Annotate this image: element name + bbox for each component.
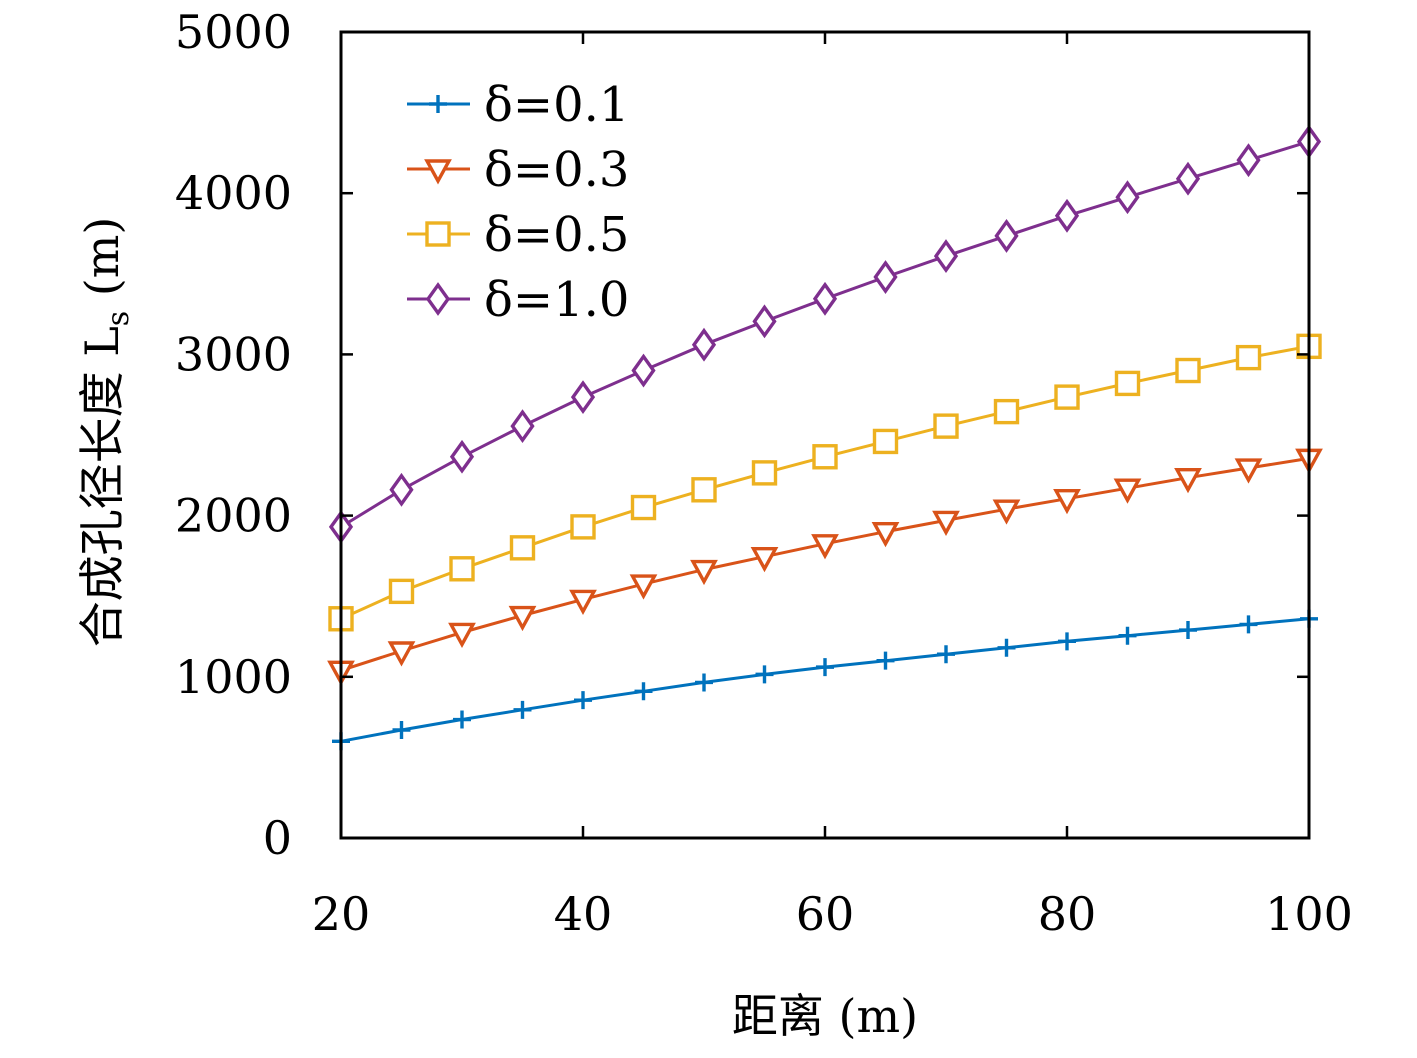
y-tick-label: 1000	[175, 650, 292, 704]
legend-marker	[429, 95, 447, 113]
data-point	[449, 439, 475, 474]
data-point	[508, 605, 537, 632]
x-tick-label: 80	[1038, 887, 1097, 941]
data-point	[631, 353, 656, 388]
data-point	[392, 720, 411, 739]
data-point	[1053, 488, 1081, 515]
legend-label: δ=0.3	[484, 142, 629, 198]
data-point	[1174, 468, 1202, 494]
y-axis-label-subscript: s	[101, 311, 136, 326]
y-axis-label-main: 合成孔径长度 L	[75, 326, 129, 647]
legend-marker	[425, 282, 451, 316]
legend-marker	[425, 221, 451, 247]
data-point	[1239, 615, 1258, 634]
data-point	[816, 658, 834, 677]
x-tick-label: 100	[1265, 887, 1353, 941]
data-point	[1175, 357, 1201, 384]
data-point	[388, 578, 415, 605]
legend-label: δ=1.0	[484, 272, 629, 328]
data-point	[750, 547, 779, 573]
y-axis-label-unit: (m)	[75, 217, 129, 311]
data-point	[1234, 458, 1263, 484]
data-point	[872, 428, 899, 455]
data-point	[933, 413, 959, 439]
data-point	[812, 281, 838, 316]
data-point	[570, 514, 596, 540]
data-point	[1054, 384, 1080, 410]
legend-item: δ=0.5	[407, 207, 629, 263]
series-2	[327, 448, 1323, 686]
data-point	[812, 444, 838, 470]
data-point	[1236, 143, 1261, 178]
data-point	[389, 472, 414, 507]
y-tick-label: 5000	[175, 5, 292, 59]
series-1	[332, 609, 1318, 751]
legend-item: δ=0.1	[407, 77, 629, 133]
legend-item: δ=1.0	[407, 272, 629, 328]
data-point	[629, 574, 658, 600]
data-point	[993, 398, 1020, 425]
data-point	[574, 691, 592, 710]
data-point	[994, 218, 1019, 253]
series-4	[328, 124, 1322, 544]
data-point	[448, 622, 476, 648]
x-tick-label: 60	[796, 887, 855, 941]
data-point	[755, 665, 774, 684]
data-point	[691, 477, 717, 503]
y-tick-label: 3000	[175, 327, 292, 381]
data-point	[630, 494, 657, 521]
data-point	[569, 589, 597, 615]
data-point	[1175, 161, 1201, 196]
data-point	[1235, 344, 1262, 371]
data-point	[513, 700, 532, 719]
data-point	[933, 239, 959, 273]
data-point	[1179, 621, 1197, 640]
data-point	[690, 559, 718, 586]
data-point	[1115, 180, 1140, 215]
series-line	[340, 456, 1310, 672]
data-point	[634, 682, 653, 701]
x-tick-label: 20	[312, 887, 371, 941]
plot-area	[327, 124, 1323, 751]
legend-marker	[424, 159, 452, 185]
data-point	[1058, 632, 1076, 651]
legend-item: δ=0.3	[407, 142, 629, 198]
y-tick-label: 4000	[175, 166, 292, 220]
data-point	[453, 710, 471, 729]
data-point	[1118, 626, 1137, 645]
data-point	[449, 556, 475, 582]
y-tick-label: 2000	[175, 489, 292, 543]
data-point	[570, 380, 596, 415]
data-point	[811, 534, 839, 560]
legend-label: δ=0.1	[484, 77, 629, 133]
series-3	[328, 333, 1322, 632]
data-point	[871, 522, 900, 548]
data-point	[751, 460, 778, 486]
legend: δ=0.1 δ=0.3 δ=0.5 δ=1.0	[407, 77, 629, 328]
y-axis-label: 合成孔径长度 Ls (m)	[75, 217, 136, 648]
data-point	[510, 409, 535, 444]
data-point	[997, 638, 1016, 657]
data-point	[1054, 198, 1080, 233]
legend-label: δ=0.5	[484, 207, 629, 263]
data-point	[937, 645, 955, 664]
x-axis-label: 距离 (m)	[732, 989, 918, 1043]
data-point	[992, 499, 1021, 525]
data-point	[932, 510, 960, 536]
data-point	[695, 673, 713, 692]
data-point	[752, 304, 777, 339]
data-point	[873, 260, 898, 294]
data-point	[387, 641, 416, 667]
data-point	[876, 651, 895, 670]
data-point	[1114, 370, 1141, 397]
data-point	[1113, 478, 1142, 504]
data-point	[509, 535, 536, 561]
data-point	[691, 327, 717, 362]
y-tick-label: 0	[263, 811, 292, 865]
series-line	[340, 617, 1310, 743]
x-tick-label: 40	[554, 887, 613, 941]
